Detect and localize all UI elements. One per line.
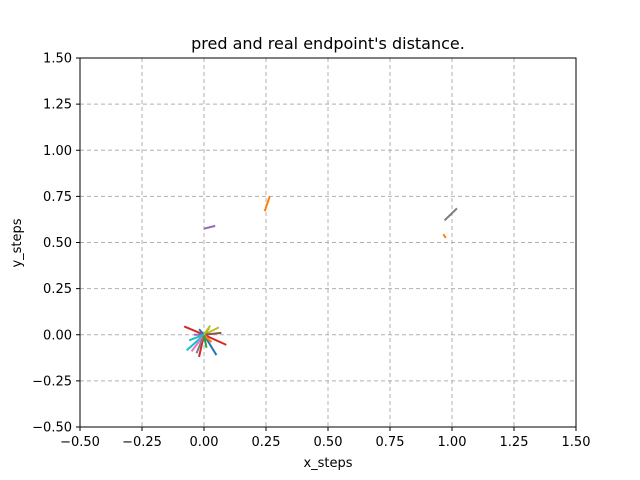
series-line-19 — [203, 324, 212, 336]
x-tick-label: −0.25 — [122, 435, 162, 450]
y-axis-label: y_steps — [10, 218, 25, 267]
y-tick-label: 1.50 — [43, 52, 72, 67]
y-axis-ticks: −0.50 −0.25 0.00 0.25 0.50 0.75 1.00 1.25 1.50 — [32, 52, 80, 436]
x-tick-label: 0.50 — [314, 435, 343, 450]
y-tick-label: 0.25 — [43, 282, 72, 297]
y-tick-label: −0.25 — [32, 374, 72, 389]
x-tick-label: 1.25 — [500, 435, 529, 450]
y-tick-label: 1.25 — [43, 98, 72, 113]
x-axis-label: x_steps — [303, 456, 352, 471]
y-tick-label: −0.50 — [32, 421, 72, 436]
y-tick-label: 0.00 — [43, 328, 72, 343]
x-tick-label: 0.25 — [252, 435, 281, 450]
y-tick-label: 0.50 — [43, 236, 72, 251]
series-line-0 — [263, 196, 271, 212]
y-tick-label: 1.00 — [43, 144, 72, 159]
x-axis-ticks: −0.50 −0.25 0.00 0.25 0.50 0.75 1.00 1.25 1.50 — [60, 427, 590, 450]
x-tick-label: −0.50 — [60, 435, 100, 450]
series-line-1 — [203, 224, 216, 230]
series-line-2 — [443, 207, 458, 222]
x-tick-label: 1.50 — [562, 435, 591, 450]
series-line-12 — [203, 331, 222, 336]
series-line-3 — [442, 233, 447, 239]
x-tick-label: 1.00 — [438, 435, 467, 450]
series-line-17 — [203, 334, 208, 348]
x-tick-label: 0.00 — [190, 435, 219, 450]
series-line-5 — [203, 333, 227, 346]
x-tick-label: 0.75 — [376, 435, 405, 450]
y-tick-label: 0.75 — [43, 190, 72, 205]
series-layer — [183, 196, 458, 358]
series-line-14 — [195, 334, 205, 354]
series-line-4 — [183, 325, 205, 336]
series-line-18 — [188, 333, 205, 342]
chart-title: pred and real endpoint's distance. — [191, 34, 465, 53]
